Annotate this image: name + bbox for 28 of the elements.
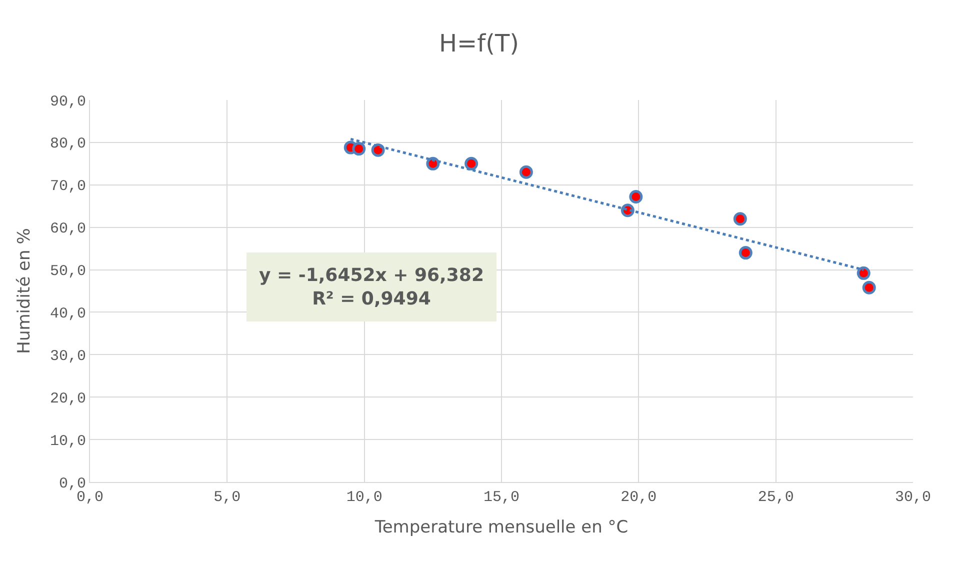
point (352, 142, 366, 156)
x-tick-label: 25,0 (758, 489, 794, 506)
y-tick-label: 40,0 (50, 305, 86, 322)
point (856, 266, 870, 280)
chart-title: H=f(T) (439, 30, 519, 58)
y-tick-label: 60,0 (50, 220, 86, 238)
x-tick-label: 5,0 (214, 489, 241, 506)
y-tick-label: 70,0 (50, 178, 86, 196)
y-tick-label: 50,0 (50, 263, 86, 280)
y-tick-label: 10,0 (50, 432, 86, 450)
x-tick-label: 30,0 (894, 489, 932, 506)
y-tick-label: 20,0 (50, 390, 86, 408)
point (519, 165, 533, 179)
x-tick-label: 15,0 (483, 489, 520, 506)
y-tick-label: 90,0 (50, 93, 86, 110)
point (733, 212, 747, 226)
point (862, 280, 876, 294)
x-tick-label: 20,0 (620, 489, 657, 506)
annotation: y = -1,6452x + 96,382 R² = 0,9494 (259, 265, 484, 310)
y-axis-title: Humidité en % (14, 228, 35, 354)
y-tick-label: 80,0 (50, 136, 86, 153)
point (629, 190, 643, 204)
point (464, 156, 478, 170)
point (738, 246, 752, 260)
x-tick-label: 10,0 (346, 489, 382, 506)
y-tick-label: 30,0 (50, 348, 86, 365)
x-axis-title: Temperature mensuelle en °C (374, 517, 628, 538)
point (426, 156, 440, 170)
